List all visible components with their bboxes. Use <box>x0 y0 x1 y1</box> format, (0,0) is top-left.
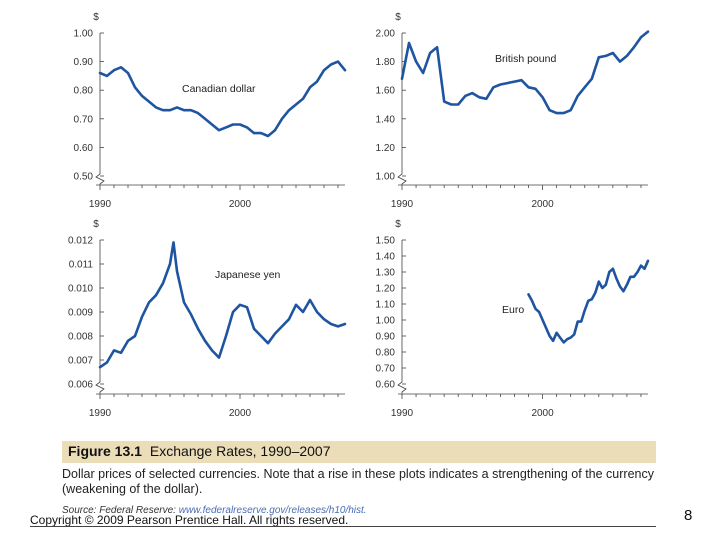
figure-subtitle: Exchange Rates, 1990–2007 <box>149 443 331 459</box>
figure-caption: Dollar prices of selected currencies. No… <box>62 467 654 496</box>
y-tick-label: 1.10 <box>376 300 396 311</box>
figure-caption-bar: Figure 13.1 Exchange Rates, 1990–2007 <box>62 441 656 463</box>
y-tick-label: 1.40 <box>376 252 396 263</box>
y-tick-label: 0.007 <box>68 356 93 367</box>
y-tick-label: 0.90 <box>376 332 396 343</box>
page-number: 8 <box>684 507 693 524</box>
source-link[interactable]: www.federalreserve.gov/releases/h10/hist… <box>178 505 367 516</box>
y-axis <box>95 240 105 394</box>
series-line-british-pound <box>400 30 650 115</box>
y-unit-label: $ <box>93 12 99 23</box>
y-tick-label: 0.010 <box>68 284 93 295</box>
chart-panel-euro: $1.50 1.40 1.30 1.20 1.10 1.00 0.90 0.80 0.70 0.6… <box>376 219 650 419</box>
y-tick-label: 0.006 <box>68 380 93 391</box>
y-tick-label: 0.008 <box>68 332 93 343</box>
copyright-notice: Copyright © 2009 Pearson Prentice Hall. … <box>30 513 349 527</box>
x-tick-label: 2000 <box>229 408 252 419</box>
y-tick-label: 0.70 <box>74 114 94 125</box>
chart-panel-canadian-dollar: $1.00 0.90 0.80 0.70 0.60 0.50 1990 2000 Canadia… <box>74 12 347 210</box>
y-tick-label: 1.00 <box>74 29 94 40</box>
figure-source: Source: Federal Reserve: www.federalrese… <box>62 505 367 516</box>
y-tick-label: 0.80 <box>376 348 396 359</box>
x-tick-label: 1990 <box>391 408 414 419</box>
y-tick-label: 0.011 <box>69 260 94 271</box>
y-tick-label: 1.60 <box>376 86 396 97</box>
y-tick-label: 1.40 <box>376 114 396 125</box>
y-tick-label: 0.50 <box>74 172 94 183</box>
footer-divider <box>30 526 656 527</box>
y-tick-label: 1.20 <box>376 143 396 154</box>
y-tick-label: 0.012 <box>68 236 93 247</box>
series-line-canadian-dollar <box>98 60 347 138</box>
y-unit-label: $ <box>93 219 99 230</box>
x-tick-label: 2000 <box>531 408 554 419</box>
y-tick-label: 2.00 <box>376 29 396 40</box>
chart-panel-japanese-yen: $0.012 0.011 0.010 0.009 0.008 0.007 0.006 1990… <box>68 219 347 419</box>
y-axis <box>95 33 105 185</box>
y-tick-label: 0.60 <box>74 143 94 154</box>
chart-panel-british-pound: $2.00 1.80 1.60 1.40 1.20 1.00 1990 2000 British… <box>376 12 650 210</box>
figure-label: Figure 13.1 <box>68 443 142 459</box>
figure-title: Figure 13.1 Exchange Rates, 1990–2007 <box>68 443 331 459</box>
y-axis <box>397 240 407 394</box>
x-tick-label: 1990 <box>89 408 112 419</box>
x-tick-label: 1990 <box>391 199 414 210</box>
y-tick-label: 1.00 <box>376 172 396 183</box>
series-label-japanese-yen: Japanese yen <box>215 269 281 281</box>
y-tick-label: 1.50 <box>376 236 396 247</box>
y-unit-label: $ <box>395 12 401 23</box>
y-tick-label: 0.90 <box>74 57 94 68</box>
x-tick-label: 2000 <box>531 199 554 210</box>
x-tick-label: 1990 <box>89 199 112 210</box>
series-label-british-pound: British pound <box>495 53 556 65</box>
series-line-euro <box>527 259 650 344</box>
y-tick-label: 0.60 <box>376 380 396 391</box>
y-tick-label: 1.20 <box>376 284 396 295</box>
y-tick-label: 0.80 <box>74 86 94 97</box>
exchange-rate-charts: $1.00 0.90 0.80 0.70 0.60 0.50 1990 2000 Canadia… <box>68 12 650 419</box>
series-label-canadian-dollar: Canadian dollar <box>182 83 256 95</box>
y-unit-label: $ <box>395 219 401 230</box>
y-axis <box>397 33 407 185</box>
y-tick-label: 0.009 <box>68 308 93 319</box>
series-line-japanese-yen <box>98 241 347 369</box>
y-tick-label: 1.80 <box>376 57 396 68</box>
source-label: Source: Federal Reserve: <box>62 505 179 516</box>
y-tick-label: 0.70 <box>376 364 396 375</box>
y-tick-label: 1.30 <box>376 268 396 279</box>
x-tick-label: 2000 <box>229 199 252 210</box>
y-tick-label: 1.00 <box>376 316 396 327</box>
series-label-euro: Euro <box>502 304 524 316</box>
